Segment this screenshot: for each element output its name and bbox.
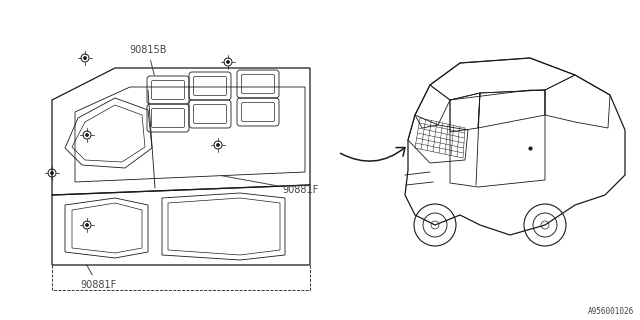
Circle shape <box>51 172 53 174</box>
Circle shape <box>84 57 86 59</box>
Circle shape <box>86 224 88 226</box>
Text: 90815B: 90815B <box>129 45 167 75</box>
Text: 90881F: 90881F <box>221 175 318 195</box>
Circle shape <box>217 144 220 146</box>
FancyArrowPatch shape <box>340 148 405 161</box>
Circle shape <box>227 61 229 63</box>
Text: A956001026: A956001026 <box>588 307 634 316</box>
Circle shape <box>86 134 88 136</box>
Text: 90881F: 90881F <box>80 264 116 290</box>
